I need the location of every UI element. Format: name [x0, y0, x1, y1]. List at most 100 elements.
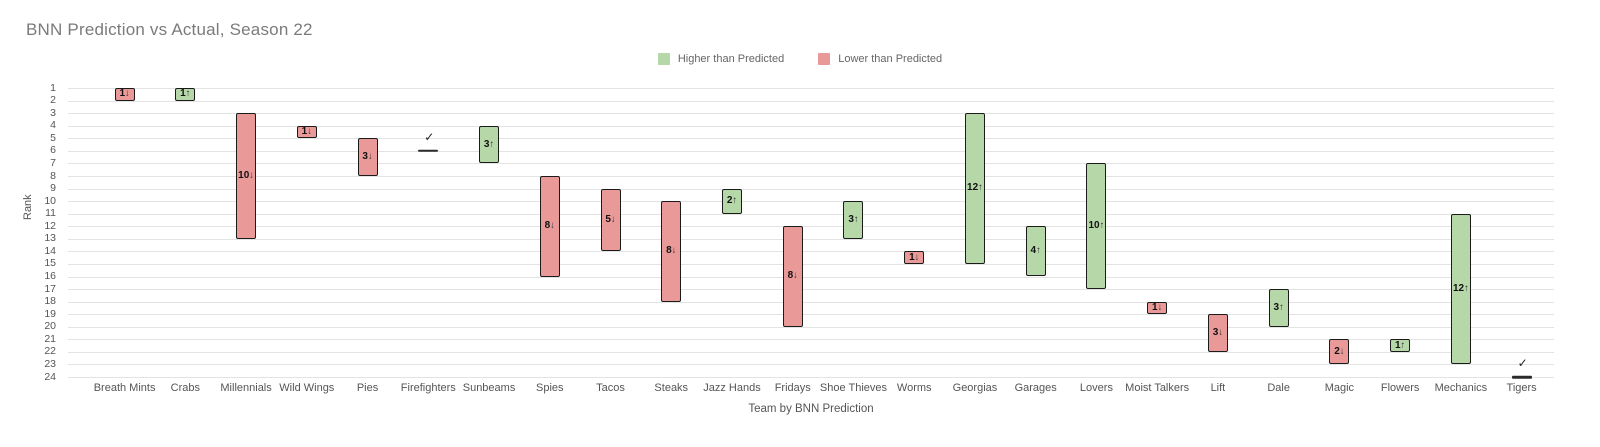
y-tick-label: 1 — [50, 81, 56, 94]
x-tick-label: Dale — [1267, 382, 1290, 394]
y-tick-label: 4 — [50, 119, 56, 132]
gridline — [68, 213, 1554, 215]
bar-label: 1↓ — [301, 125, 312, 137]
bar-label: 3↓ — [362, 151, 373, 163]
gridline — [68, 238, 1554, 240]
x-tick-label: Tigers — [1506, 382, 1537, 394]
bar-label: 1↓ — [119, 88, 130, 100]
x-tick-label: Firefighters — [400, 382, 456, 394]
x-tick-label: Wild Wings — [279, 382, 335, 394]
y-tick-label: 17 — [44, 282, 56, 295]
y-tick-label: 7 — [50, 156, 56, 169]
range-bar-fridays[interactable]: 8↓ — [782, 226, 803, 327]
legend-swatch-lower-icon — [818, 53, 831, 65]
range-bar-jazz-hands[interactable]: 2↑ — [722, 188, 742, 214]
gridline — [68, 351, 1554, 353]
bar-label: 1↓ — [1152, 301, 1163, 313]
x-tick-label: Spies — [536, 382, 564, 394]
range-bar-lift[interactable]: 3↓ — [1207, 314, 1228, 352]
x-tick-label: Shoe Thieves — [819, 382, 888, 394]
bar-label: 1↓ — [909, 251, 920, 263]
y-tick-label: 6 — [50, 144, 56, 157]
legend-swatch-higher-icon — [657, 53, 670, 65]
range-bar-magic[interactable]: 2↓ — [1329, 339, 1350, 365]
y-tick-label: 9 — [50, 182, 56, 194]
bar-label: 1↑ — [180, 88, 191, 100]
bar-label: 2↓ — [1334, 345, 1345, 357]
gridline — [68, 276, 1554, 278]
bar-label: 5↓ — [605, 213, 616, 225]
y-tick-label: 16 — [44, 270, 56, 282]
range-bar-garages[interactable]: 4↑ — [1025, 226, 1046, 277]
gridline — [68, 176, 1554, 177]
x-tick-label: Mechanics — [1434, 382, 1488, 394]
x-tick-label: Lift — [1210, 382, 1226, 394]
x-tick-label: Breath Mints — [93, 382, 156, 394]
range-bar-georgias[interactable]: 12↑ — [964, 113, 985, 264]
range-bar-flowers[interactable]: 1↑ — [1390, 339, 1411, 352]
range-bar-moist-talkers[interactable]: 1↓ — [1147, 301, 1168, 315]
x-tick-label: Moist Talkers — [1125, 382, 1190, 394]
x-tick-label: Worms — [896, 382, 932, 394]
range-bar-steaks[interactable]: 8↓ — [661, 201, 682, 302]
range-bar-wild-wings[interactable]: 1↓ — [296, 125, 317, 139]
range-bar-dale[interactable]: 3↑ — [1268, 289, 1289, 327]
x-tick-label: Lovers — [1079, 382, 1113, 394]
gridline — [68, 251, 1554, 253]
gridline — [68, 226, 1554, 228]
range-bar-shoe-thieves[interactable]: 3↑ — [843, 201, 864, 239]
range-bar-spies[interactable]: 8↓ — [539, 176, 560, 277]
y-tick-label: 15 — [44, 257, 56, 270]
gridline — [68, 138, 1554, 140]
y-tick-label: 13 — [44, 232, 56, 245]
x-tick-label: Magic — [1324, 382, 1355, 394]
x-tick-label: Sunbeams — [462, 382, 516, 394]
x-tick-label: Steaks — [654, 382, 689, 394]
chart-title: BNN Prediction vs Actual, Season 22 — [26, 20, 313, 39]
bar-label: 10↑ — [1088, 220, 1105, 232]
legend-item-lower[interactable]: Lower than Predicted — [818, 53, 942, 65]
legend-label-higher: Higher than Predicted — [677, 53, 785, 65]
bar-label: 8↓ — [787, 270, 798, 282]
range-bar-worms[interactable]: 1↓ — [904, 251, 925, 264]
range-bar-sunbeams[interactable]: 3↑ — [479, 125, 500, 164]
x-axis-ticks: Breath Mints Crabs Millennials Wild Wings Pi… — [68, 382, 1554, 398]
range-bar-mechanics[interactable]: 12↑ — [1450, 213, 1471, 365]
tie-marker[interactable] — [1511, 375, 1532, 379]
range-bar-lovers[interactable]: 10↑ — [1086, 163, 1107, 290]
gridline — [68, 88, 1554, 89]
y-tick-label: 19 — [44, 307, 56, 320]
range-bar-breath-mints[interactable]: 1↓ — [114, 88, 135, 101]
bar-label: 12↑ — [1452, 283, 1469, 295]
bar-label: 3↑ — [1273, 301, 1284, 313]
x-tick-label: Georgias — [952, 382, 998, 394]
legend-item-higher[interactable]: Higher than Predicted — [657, 53, 785, 65]
y-tick-label: 24 — [44, 370, 56, 383]
gridline — [68, 289, 1554, 290]
bar-label: 1↑ — [1394, 339, 1406, 351]
y-tick-label: 5 — [50, 131, 56, 144]
x-tick-label: Millennials — [220, 382, 272, 394]
y-tick-label: 22 — [44, 345, 56, 358]
range-bar-pies[interactable]: 3↓ — [357, 138, 378, 176]
x-tick-label: Crabs — [170, 382, 200, 394]
y-tick-label: 11 — [45, 207, 56, 220]
gridline — [68, 125, 1554, 127]
gridline — [68, 113, 1554, 115]
y-tick-label: 12 — [44, 219, 56, 232]
bar-label: 3↑ — [483, 138, 495, 150]
tie-marker[interactable] — [418, 149, 439, 153]
y-tick-label: 10 — [44, 194, 56, 207]
gridline — [68, 100, 1554, 102]
y-tick-label: 18 — [44, 295, 56, 308]
tie-check-icon: ✓ — [1517, 356, 1528, 370]
range-bar-millennials[interactable]: 10↓ — [236, 113, 257, 239]
plot-area: 1↓ 1↑ 10↓ 1↓ 3↓ ✓ 3↑ 8↓ 5↓ 8↓ 2↑ 8↓ 3↑ 1↓ 12↑ 4↑ 10↑ 1↓ 3↓… — [68, 88, 1554, 379]
range-bar-crabs[interactable]: 1↑ — [175, 88, 196, 101]
range-bar-tacos[interactable]: 5↓ — [600, 188, 621, 252]
legend-label-lower: Lower than Predicted — [838, 53, 943, 65]
gridline — [68, 188, 1554, 190]
gridline — [68, 201, 1554, 203]
gridline — [68, 150, 1554, 152]
legend: Higher than Predicted Lower than Predict… — [0, 53, 1600, 65]
